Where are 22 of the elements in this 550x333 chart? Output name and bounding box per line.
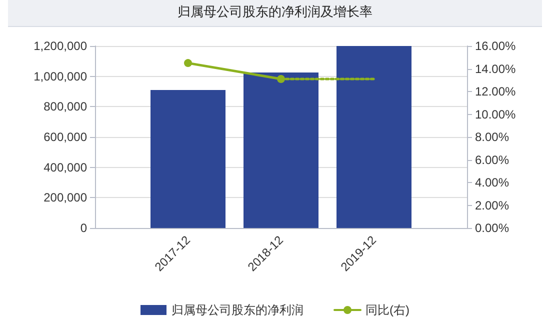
y-tick-label: 0 (80, 221, 88, 235)
y2-tick-label: 6.00% (475, 152, 510, 167)
y-tick-label: 600,000 (44, 130, 88, 144)
y-tick-label: 800,000 (44, 100, 88, 114)
y2-tick-label: 14.00% (475, 62, 516, 76)
y2-tick-label: 0.00% (475, 221, 510, 235)
y2-tick-label: 10.00% (475, 107, 516, 122)
y2-tick-label: 16.00% (475, 39, 516, 53)
y2-tick-label: 2.00% (475, 198, 510, 212)
legend-label: 归属母公司股东的净利润 (172, 303, 304, 317)
y2-tick-label: 4.00% (475, 176, 510, 190)
bar (150, 90, 226, 228)
y-tick-label: 400,000 (44, 160, 88, 174)
y2-tick-label: 12.00% (475, 84, 516, 98)
y-tick-label: 1,000,000 (34, 69, 88, 84)
y2-tick-label: 8.00% (475, 130, 510, 144)
y-tick-label: 200,000 (44, 190, 88, 205)
legend-label: 同比(右) (366, 303, 410, 317)
y-tick-label: 1,200,000 (34, 39, 88, 53)
bar (244, 72, 318, 228)
chart-title: 归属母公司股东的净利润及增长率 (8, 0, 542, 27)
bar (336, 46, 412, 228)
